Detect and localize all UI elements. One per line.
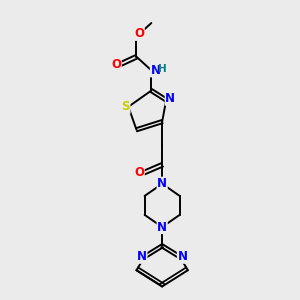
Text: O: O: [134, 167, 144, 179]
Text: N: N: [177, 250, 188, 263]
Text: H: H: [158, 64, 167, 74]
Text: N: N: [157, 177, 167, 190]
Text: O: O: [134, 27, 144, 40]
Text: N: N: [150, 64, 161, 77]
Text: N: N: [157, 220, 167, 233]
Text: N: N: [165, 92, 175, 105]
Text: S: S: [122, 100, 130, 113]
Text: O: O: [111, 58, 121, 71]
Text: N: N: [137, 250, 147, 263]
